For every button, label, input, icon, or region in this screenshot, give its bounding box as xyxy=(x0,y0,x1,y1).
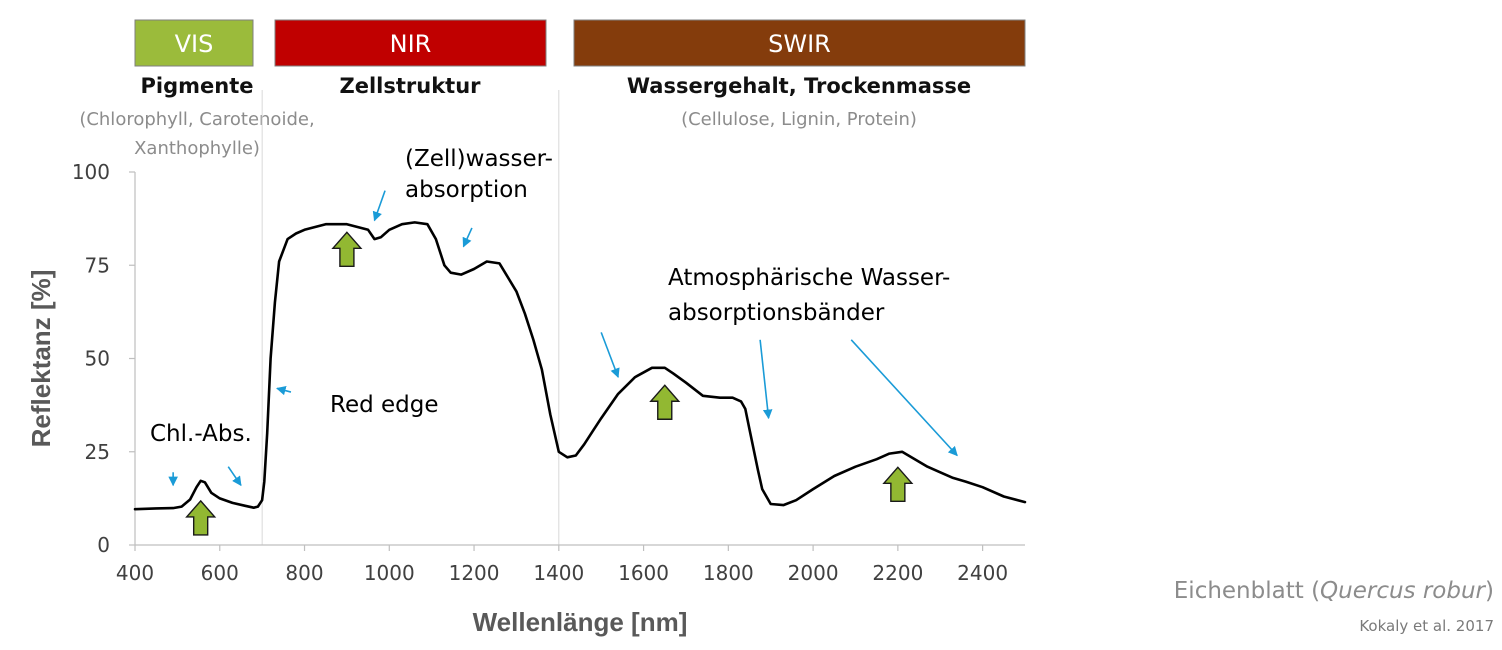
y-tick-label: 0 xyxy=(97,533,110,557)
figure-caption: Eichenblatt (Quercus robur) xyxy=(1174,578,1494,604)
band-subtitle: (Cellulose, Lignin, Protein) xyxy=(681,109,917,130)
x-tick-label: 1800 xyxy=(703,561,754,585)
caption-prefix: Eichenblatt ( xyxy=(1173,578,1321,604)
y-tick-label: 75 xyxy=(85,253,110,277)
y-tick-label: 50 xyxy=(85,347,110,371)
band-title: Wassergehalt, Trockenmasse xyxy=(627,74,971,98)
peak-up-arrow-icon xyxy=(882,466,914,503)
band-box xyxy=(134,19,254,67)
x-tick-label: 1400 xyxy=(533,561,584,585)
peak-up-arrow-icon xyxy=(649,384,681,420)
annotation-text: Atmosphärische Wasser-absorptionsbänder xyxy=(668,265,950,326)
annotation-arrow xyxy=(372,190,386,222)
axes: 400 600 800 1000 1200 1400 1600 1800 2000 2200 240… xyxy=(72,160,1025,585)
y-axis-ticks: 0 25 50 75 100 xyxy=(72,160,135,557)
annotation-line: (Zell)wasser- xyxy=(405,146,553,172)
y-tick-label: 100 xyxy=(72,160,110,184)
band-label: NIR xyxy=(390,30,432,58)
annotation: Atmosphärische Wasser-absorptionsbänder xyxy=(600,265,958,457)
band-title: Pigmente xyxy=(141,74,254,98)
y-axis-title: Reflektanz [%] xyxy=(26,270,56,448)
annotation-text: Chl.-Abs. xyxy=(150,421,252,447)
x-tick-label: 2000 xyxy=(788,561,839,585)
x-tick-label: 2400 xyxy=(957,561,1008,585)
band-box xyxy=(274,19,547,67)
band-swir: SWIR Wassergehalt, Trockenmasse (Cellulose… xyxy=(573,19,1026,130)
annotation-text: (Zell)wasser-absorption xyxy=(405,146,553,203)
annotation-line: absorption xyxy=(405,177,528,203)
x-tick-label: 600 xyxy=(201,561,239,585)
band-box xyxy=(573,19,1026,67)
x-axis-ticks: 400 600 800 1000 1200 1400 1600 1800 2000 2200 240… xyxy=(116,545,1008,585)
annotation: (Zell)wasser-absorption xyxy=(372,146,553,248)
y-tick-label: 25 xyxy=(85,440,110,464)
peak-up-arrow-icon xyxy=(185,499,217,536)
annotation-arrow xyxy=(276,385,292,396)
annotation-arrow xyxy=(600,332,620,379)
annotation-text: Red edge xyxy=(330,392,439,418)
band-label: SWIR xyxy=(768,30,831,58)
x-tick-label: 800 xyxy=(285,561,323,585)
band-title: Zellstruktur xyxy=(339,74,481,98)
spectral-bands: VIS Pigmente (Chlorophyll, Carotenoide, Xan… xyxy=(79,19,1026,159)
caption-species: Quercus robur xyxy=(1320,578,1486,604)
x-tick-label: 1600 xyxy=(618,561,669,585)
reflection-peak-markers xyxy=(185,231,914,536)
x-axis-title: Wellenlänge [nm] xyxy=(473,607,688,637)
annotation: Red edge xyxy=(276,385,439,418)
annotation-line: absorptionsbänder xyxy=(668,300,885,326)
x-tick-label: 400 xyxy=(116,561,154,585)
annotation-arrow xyxy=(462,227,473,248)
citation: Kokaly et al. 2017 xyxy=(1359,617,1494,635)
band-nir: NIR Zellstruktur xyxy=(274,19,547,98)
annotation-line: Atmosphärische Wasser- xyxy=(668,265,950,291)
x-tick-label: 1200 xyxy=(449,561,500,585)
annotations: Chl.-Abs. Red edge (Zell)wasser-absorption… xyxy=(150,146,958,487)
band-subtitle: Xanthophylle) xyxy=(134,138,260,159)
annotation: Chl.-Abs. xyxy=(150,421,252,487)
band-subtitle: (Chlorophyll, Carotenoide, xyxy=(79,109,314,130)
caption-suffix: ) xyxy=(1485,578,1494,604)
annotation-line: Chl.-Abs. xyxy=(150,421,252,447)
x-tick-label: 2200 xyxy=(872,561,923,585)
band-vis: VIS Pigmente (Chlorophyll, Carotenoide, Xan… xyxy=(79,19,315,159)
series-line-reflectance xyxy=(133,221,1027,511)
annotation-arrow xyxy=(759,339,773,420)
band-label: VIS xyxy=(175,30,214,58)
annotation-line: Red edge xyxy=(330,392,439,418)
x-tick-label: 1000 xyxy=(364,561,415,585)
annotation-arrow xyxy=(850,339,958,457)
annotation-arrow xyxy=(227,466,242,487)
band-dividers xyxy=(261,90,560,545)
peak-up-arrow-icon xyxy=(331,231,363,268)
